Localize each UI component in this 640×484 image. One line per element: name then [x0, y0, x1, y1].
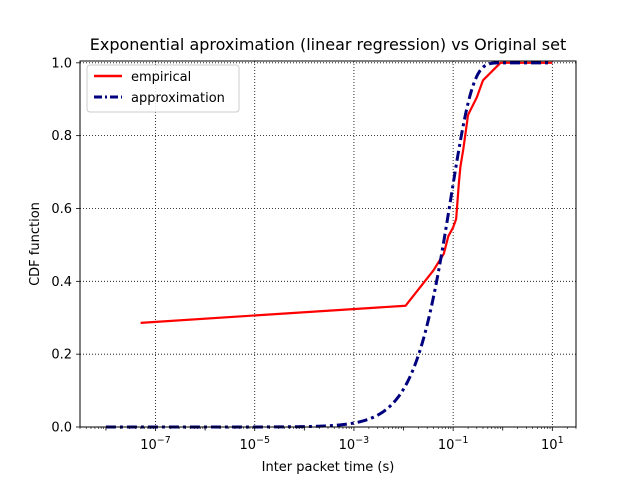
- legend-label-approximation: approximation: [131, 91, 225, 106]
- chart-title: Exponential aproximation (linear regress…: [90, 35, 567, 54]
- legend-box: [86, 64, 240, 113]
- y-axis-ticks: 0.0 0.2 0.4 0.6 0.8 1.0: [51, 56, 80, 436]
- y-axis-label: CDF function: [28, 202, 43, 286]
- y-tick-label: 0.6: [51, 202, 72, 217]
- x-tick-label: 101: [541, 435, 564, 453]
- legend: empirical approximation: [86, 64, 240, 113]
- x-axis-label: Inter packet time (s): [262, 460, 395, 475]
- series-line-empirical: [140, 61, 553, 324]
- x-axis-ticks: 10−7 10−5 10−3 10−1 101: [79, 427, 577, 453]
- y-tick-label: 0.0: [51, 421, 72, 436]
- plot-frame: [79, 60, 577, 428]
- y-tick-label: 0.8: [51, 129, 72, 144]
- series-line-approximation: [105, 61, 553, 429]
- x-tick-label: 10−7: [140, 435, 171, 453]
- x-tick-label: 10−1: [438, 435, 469, 453]
- y-tick-label: 0.2: [51, 348, 72, 363]
- grid: [80, 61, 576, 428]
- y-tick-label: 1.0: [51, 56, 72, 71]
- legend-label-empirical: empirical: [131, 70, 191, 85]
- series-group: [105, 61, 553, 429]
- x-tick-label: 10−3: [339, 435, 370, 453]
- x-tick-label: 10−5: [239, 435, 270, 453]
- y-tick-label: 0.4: [51, 275, 72, 290]
